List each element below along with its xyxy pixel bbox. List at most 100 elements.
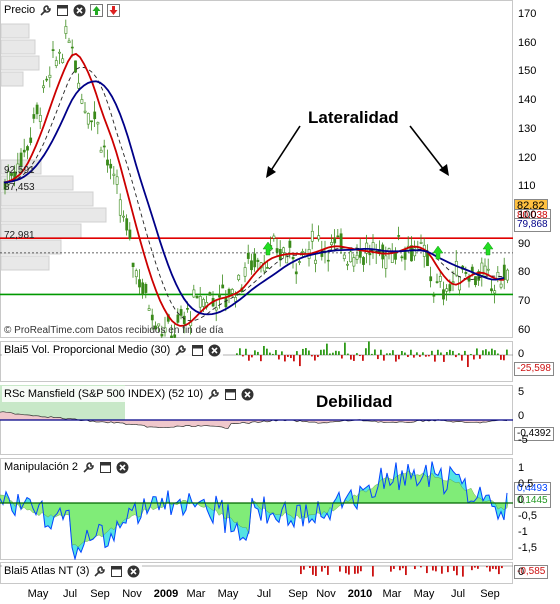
window-icon[interactable] (223, 387, 237, 401)
level-middle-label: 87,453 (4, 182, 35, 193)
volume-bar (248, 355, 250, 361)
candle-body (147, 308, 151, 311)
candle-body (445, 288, 449, 292)
close-icon[interactable] (207, 343, 221, 357)
move-down-icon[interactable] (106, 3, 120, 17)
volume-bar (449, 349, 451, 355)
candle-body (250, 260, 253, 271)
candle-body (115, 176, 119, 185)
atlas-tag: -0,585 (514, 565, 549, 579)
atlas-bar (441, 566, 443, 574)
move-up-icon[interactable] (89, 3, 103, 17)
volume-bar (479, 355, 481, 359)
volume-bar (473, 355, 475, 360)
candle-body (346, 263, 349, 266)
arrow-head-left (266, 166, 276, 178)
candle-body (192, 289, 196, 298)
atlas-bar (447, 566, 449, 573)
volume-bar (311, 355, 313, 357)
wrench-icon[interactable] (173, 343, 187, 357)
candle-body (493, 290, 497, 294)
atlas-bar (372, 566, 374, 577)
candle-body (339, 233, 343, 250)
candle-body (429, 276, 433, 282)
volume-bar (332, 352, 334, 355)
volume-bar (281, 351, 283, 355)
window-icon[interactable] (109, 564, 123, 578)
price-axis-tick: 130 (518, 122, 537, 135)
wrench-icon[interactable] (206, 387, 220, 401)
atlas-bar (498, 566, 500, 575)
candle-body (310, 230, 314, 242)
wrench-icon[interactable] (38, 3, 52, 17)
volume-bar (245, 348, 247, 355)
candle-body (234, 297, 237, 302)
volume-bar (458, 353, 460, 355)
candle-body (266, 267, 269, 269)
volume-bar (362, 355, 364, 361)
candle-body (419, 242, 423, 244)
candle-body (291, 257, 295, 260)
moving-average-dashed (3, 66, 505, 322)
volume-bar (497, 353, 499, 355)
volume-bar (452, 350, 454, 355)
moving-average-red (3, 52, 505, 327)
volume-bar (251, 355, 253, 358)
close-icon[interactable] (126, 564, 140, 578)
atlas-bar (486, 566, 488, 568)
candle-body (80, 99, 84, 104)
volume-bar (296, 351, 298, 355)
candle-body (355, 254, 359, 260)
volume-bar (287, 355, 289, 357)
candle-body (442, 289, 445, 300)
volume-bar (413, 355, 415, 358)
volume-bar (419, 355, 421, 357)
candle-body (368, 253, 372, 256)
window-icon[interactable] (190, 343, 204, 357)
manip-tag-b: 0,1445 (514, 494, 551, 508)
atlas-bar (345, 566, 347, 574)
candle-body (83, 110, 87, 113)
candle-body (317, 235, 321, 240)
candle-body (246, 252, 250, 259)
time-axis-tick: Nov (316, 588, 336, 600)
price-tag-ma-blue: 79,868 (514, 218, 551, 232)
candle-body (426, 252, 429, 267)
price-axis-tick: 80 (518, 266, 531, 279)
volume-bar (428, 355, 430, 357)
candle-body (198, 296, 202, 308)
window-icon[interactable] (98, 460, 112, 474)
atlas-bar (489, 566, 491, 572)
volume-bar (398, 355, 400, 360)
wrench-icon[interactable] (81, 460, 95, 474)
candle-body (432, 294, 436, 297)
candle-body (179, 309, 183, 316)
mansfield-axis-tick: 0 (518, 410, 525, 422)
candle-body (218, 294, 221, 298)
candle-body (77, 82, 81, 89)
arrow-shaft-right (409, 125, 445, 171)
window-icon[interactable] (55, 3, 69, 17)
candle-body (474, 276, 477, 286)
atlas-bar (300, 566, 302, 575)
candle-body (282, 247, 285, 254)
price-pane-title: Precio (4, 4, 36, 16)
close-icon[interactable] (115, 460, 129, 474)
atlas-pane-title: Blai5 Atlas NT (3) (4, 565, 90, 577)
price-axis-tick: 140 (518, 94, 537, 107)
candle-body (102, 145, 106, 148)
candle-body (214, 307, 218, 311)
candle-body (6, 170, 10, 186)
price-axis-tick: 110 (518, 180, 536, 193)
time-axis-tick: Jul (62, 588, 78, 600)
candle-body (106, 159, 109, 166)
candle-body (19, 152, 23, 167)
candle-body (410, 245, 413, 262)
candle-body (221, 284, 225, 289)
manipulation-chart (0, 461, 513, 560)
close-icon[interactable] (240, 387, 254, 401)
close-icon[interactable] (72, 3, 86, 17)
wrench-icon[interactable] (92, 564, 106, 578)
candle-body (48, 74, 52, 78)
candle-body (275, 248, 279, 253)
